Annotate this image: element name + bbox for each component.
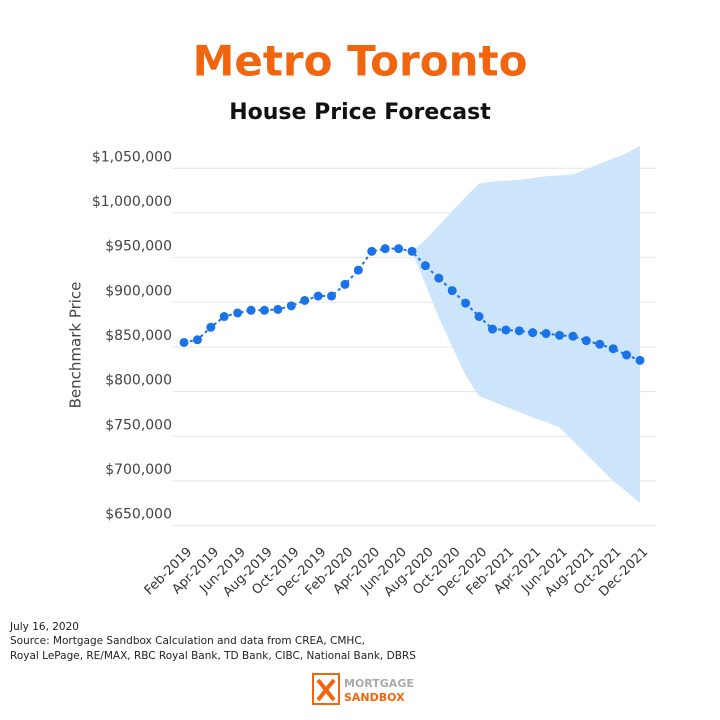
point — [246, 305, 256, 315]
forecast-band — [412, 145, 640, 504]
y-tick-label: $800,000 — [105, 373, 172, 389]
point — [447, 286, 457, 296]
y-tick-label: $1,050,000 — [92, 149, 172, 165]
y-tick-label: $750,000 — [105, 417, 172, 433]
point — [528, 328, 538, 338]
point — [259, 305, 269, 315]
logo-icon — [316, 678, 336, 702]
point — [434, 273, 444, 283]
point — [622, 350, 632, 360]
source: Royal LePage, RE/MAX, RBC Royal Bank, TD… — [10, 650, 416, 662]
point — [380, 244, 390, 254]
point — [581, 336, 591, 346]
point — [192, 335, 202, 345]
point — [487, 324, 497, 334]
point — [608, 344, 618, 354]
point — [340, 279, 350, 289]
point — [206, 322, 216, 332]
chart-subtitle: House Price Forecast — [229, 100, 491, 125]
point — [568, 331, 578, 341]
logo-text: MORTGAGE — [344, 677, 414, 690]
point — [541, 329, 551, 339]
point — [394, 244, 404, 254]
point — [353, 265, 363, 275]
chart-title: Metro Toronto — [193, 37, 528, 86]
point — [474, 312, 484, 322]
point — [300, 295, 310, 305]
logo-text: SANDBOX — [344, 691, 405, 704]
point — [501, 325, 511, 335]
point — [595, 339, 605, 349]
y-tick-label: $900,000 — [105, 283, 172, 299]
source: Source: Mortgage Sandbox Calculation and… — [10, 635, 365, 647]
y-tick-label: $950,000 — [105, 239, 172, 255]
y-axis-label: Benchmark Price — [67, 282, 85, 409]
point — [219, 312, 229, 322]
y-tick-label: $650,000 — [105, 507, 172, 523]
point — [514, 326, 524, 336]
point — [407, 246, 417, 256]
point — [420, 261, 430, 271]
y-tick-label: $1,000,000 — [92, 194, 172, 210]
point — [461, 298, 471, 308]
logo: MORTGAGE SANDBOX — [312, 673, 414, 705]
point — [313, 291, 323, 301]
point — [233, 308, 243, 318]
point — [555, 330, 565, 340]
point — [367, 246, 377, 256]
point — [327, 291, 337, 301]
y-tick-label: $850,000 — [105, 328, 172, 344]
point — [635, 355, 645, 365]
point — [179, 337, 189, 347]
logo-icon — [312, 673, 340, 705]
date: July 16, 2020 — [9, 621, 79, 633]
point — [273, 304, 283, 314]
point — [286, 301, 296, 311]
y-tick-label: $700,000 — [105, 462, 172, 478]
